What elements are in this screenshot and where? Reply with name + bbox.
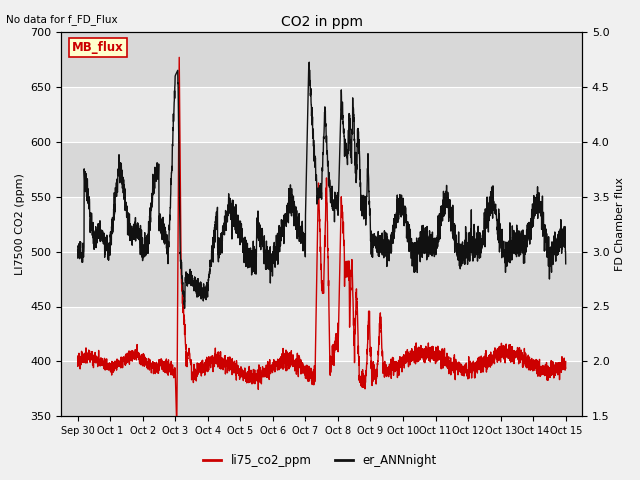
Y-axis label: FD Chamber flux: FD Chamber flux [615, 177, 625, 271]
Bar [61, 307, 582, 361]
Bar [61, 252, 582, 307]
Text: No data for f_FD_Flux: No data for f_FD_Flux [6, 14, 118, 25]
Legend: li75_co2_ppm, er_ANNnight: li75_co2_ppm, er_ANNnight [199, 449, 441, 472]
Bar [61, 86, 582, 142]
Bar [61, 196, 582, 252]
Bar [61, 142, 582, 196]
Bar [61, 32, 582, 86]
Y-axis label: LI7500 CO2 (ppm): LI7500 CO2 (ppm) [15, 173, 25, 275]
Title: CO2 in ppm: CO2 in ppm [281, 15, 363, 29]
Bar [61, 361, 582, 417]
Text: MB_flux: MB_flux [72, 41, 124, 54]
